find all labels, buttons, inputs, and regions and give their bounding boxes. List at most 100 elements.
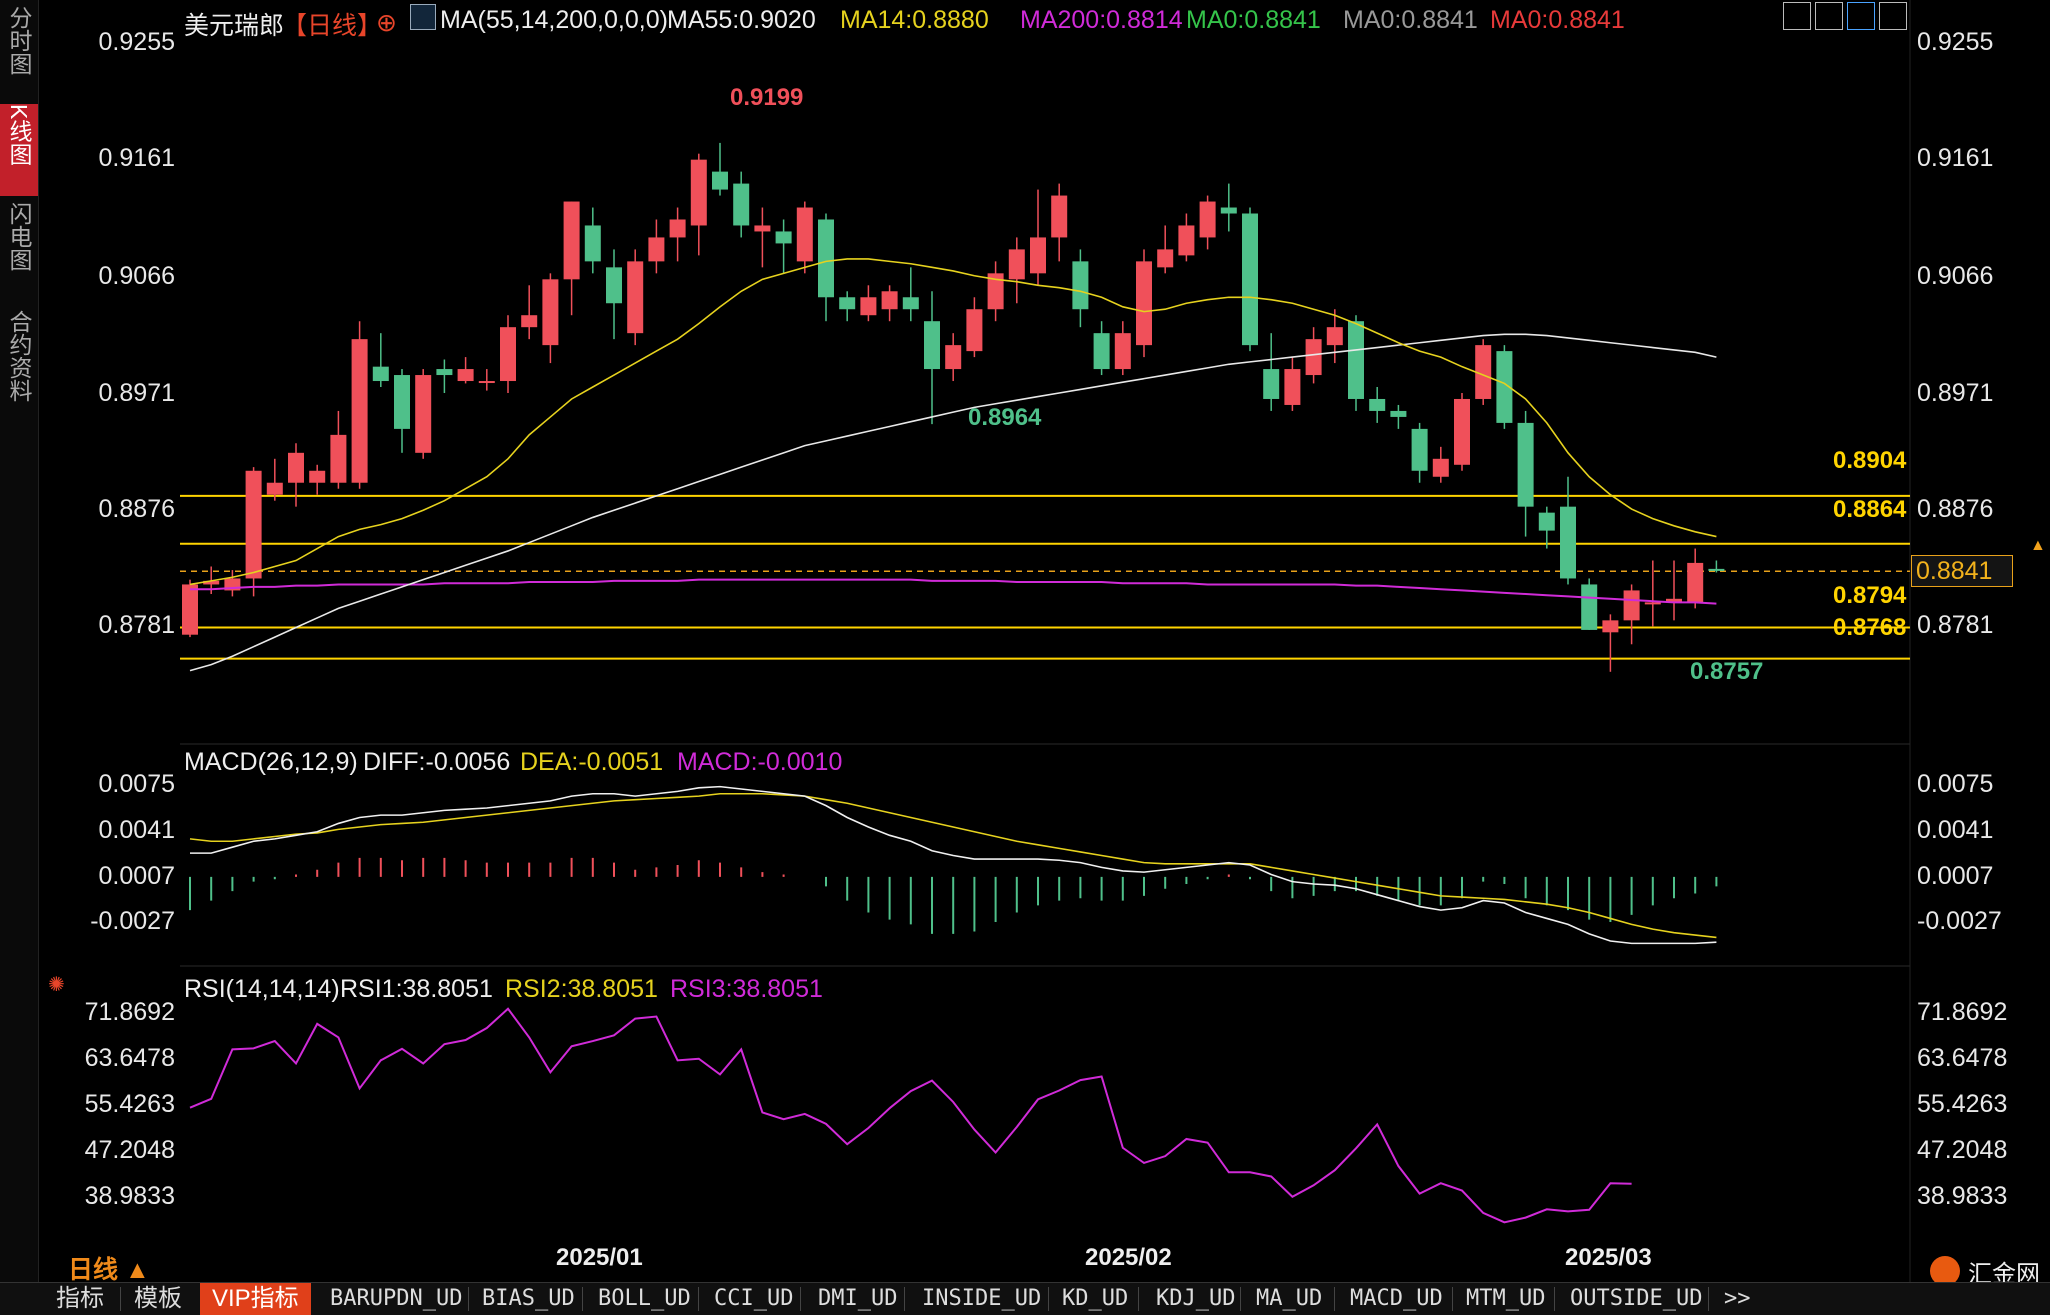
price-tick: 0.8971: [98, 379, 175, 407]
tab-mtm[interactable]: MTM_UD: [1466, 1286, 1546, 1311]
tab-timeshare-label: 分时图: [6, 6, 32, 75]
macd-tick: 0.0075: [98, 770, 175, 798]
macd-tick: 0.0041: [98, 816, 175, 844]
tab-templates[interactable]: 模板: [134, 1285, 182, 1312]
low-annotation: 0.8757: [1690, 658, 1764, 685]
candle-body: [1369, 398, 1386, 411]
tab-kd[interactable]: KD_UD: [1062, 1286, 1129, 1311]
tab-contract-info-label: 合约资料: [6, 310, 32, 402]
macd-panel: [189, 785, 1718, 945]
candle-body: [1390, 410, 1407, 417]
ma-params: MA(55,14,200,0,0,0): [440, 6, 668, 34]
rsi-tick: 55.4263: [84, 1090, 175, 1118]
tab-kdj[interactable]: KDJ_UD: [1156, 1286, 1236, 1311]
tab-boll[interactable]: BOLL_UD: [598, 1286, 691, 1311]
candle-body: [1432, 458, 1449, 477]
crosshair-icon[interactable]: ⊕: [376, 9, 397, 37]
macd-params: MACD(26,12,9): [184, 748, 358, 776]
price-tick: 0.8781: [1917, 611, 1994, 639]
candle-body: [1072, 261, 1089, 310]
candle-body: [1644, 602, 1661, 605]
tab-contract-info[interactable]: 合约资料: [0, 310, 38, 430]
tab-more[interactable]: >>: [1724, 1286, 1751, 1311]
rsi-tick: 63.6478: [84, 1044, 175, 1072]
candle-body: [1348, 321, 1364, 399]
candle-body: [182, 584, 198, 635]
candle-body: [521, 315, 538, 328]
level-lines: [180, 494, 1910, 660]
tab-flash-chart[interactable]: 闪电图: [0, 202, 38, 294]
candle-body: [1538, 512, 1555, 531]
ma55-value: MA55:0.9020: [667, 6, 816, 34]
tab-ma[interactable]: MA_UD: [1256, 1286, 1323, 1311]
macd-tick: 0.0007: [1917, 862, 1994, 890]
tab-barupdn[interactable]: BARUPDN_UD: [330, 1286, 463, 1311]
candle-body: [1220, 207, 1237, 214]
candle-body: [987, 273, 1004, 310]
draw-tool-icon[interactable]: [1847, 2, 1875, 30]
tab-cci[interactable]: CCI_UD: [714, 1286, 794, 1311]
macd-tick: -0.0027: [1917, 907, 2002, 935]
moving-average-lines: [189, 258, 1717, 672]
candle-body: [1326, 327, 1343, 346]
candle-body: [1666, 598, 1682, 603]
candle-body: [330, 434, 347, 483]
candle-body: [1030, 237, 1046, 274]
rsi2-value: RSI2:38.8051: [505, 975, 658, 1003]
price-tick: 0.8971: [1917, 379, 1994, 407]
candle-body: [415, 375, 432, 453]
tab-vip-indicators[interactable]: VIP指标: [200, 1283, 311, 1315]
macd-value: MACD:-0.0010: [677, 748, 843, 776]
price-tick: 0.8876: [1917, 495, 1994, 523]
candle-body: [500, 327, 516, 382]
rsi-line: [189, 1007, 1632, 1224]
tab-indicators[interactable]: 指标: [56, 1285, 104, 1312]
candle-body: [1475, 345, 1492, 399]
period-toggle[interactable]: 日线 ▲: [68, 1256, 150, 1284]
candle-body: [288, 452, 304, 483]
candle-body: [1284, 369, 1301, 405]
candle-body: [627, 261, 644, 334]
candle-body: [1496, 351, 1513, 423]
ma200-value: MA200:0.8814: [1020, 6, 1183, 34]
macd-tick: 0.0041: [1917, 816, 1994, 844]
candle-body: [839, 297, 856, 310]
tab-inside[interactable]: INSIDE_UD: [922, 1286, 1042, 1311]
candle-body: [924, 321, 940, 370]
ma200-line: [190, 578, 1717, 605]
exit-icon[interactable]: [1879, 2, 1907, 30]
candle-body: [1051, 195, 1068, 238]
candle-body: [394, 375, 410, 429]
chart-layout-icon[interactable]: [1815, 2, 1843, 30]
level-label: 0.8768: [1833, 614, 1907, 641]
candle-body: [1157, 249, 1174, 268]
candle-body: [1008, 249, 1025, 280]
period-label[interactable]: 【日线】: [282, 12, 383, 40]
tab-kline[interactable]: K线图: [0, 104, 38, 196]
level-label: 0.8794: [1833, 582, 1907, 609]
settings-gear-icon[interactable]: ✺: [48, 974, 65, 996]
ma14-value: MA14:0.8880: [840, 6, 989, 34]
tab-macd[interactable]: MACD_UD: [1350, 1286, 1443, 1311]
grid-layout-icon[interactable]: [1783, 2, 1811, 30]
candle-body: [1093, 333, 1110, 370]
candle-body: [542, 279, 559, 346]
tab-dmi[interactable]: DMI_UD: [818, 1286, 898, 1311]
candle-body: [606, 267, 622, 304]
candle-body: [796, 207, 813, 262]
tab-timeshare[interactable]: 分时图: [0, 6, 38, 98]
tab-kline-label: K线图: [6, 104, 32, 166]
tab-bias[interactable]: BIAS_UD: [482, 1286, 575, 1311]
candle-body: [1263, 369, 1280, 399]
level-label: 0.8864: [1833, 496, 1907, 523]
symbol-name: 美元瑞郎: [184, 12, 285, 40]
tab-outside[interactable]: OUTSIDE_UD: [1570, 1286, 1703, 1311]
rsi-tick: 63.6478: [1917, 1044, 2008, 1072]
ma-chart-icon[interactable]: [410, 4, 436, 30]
candle-body: [648, 237, 665, 262]
candle-body: [245, 470, 262, 579]
price-tick: 0.9161: [98, 144, 175, 172]
price-tick: 0.8781: [98, 611, 175, 639]
